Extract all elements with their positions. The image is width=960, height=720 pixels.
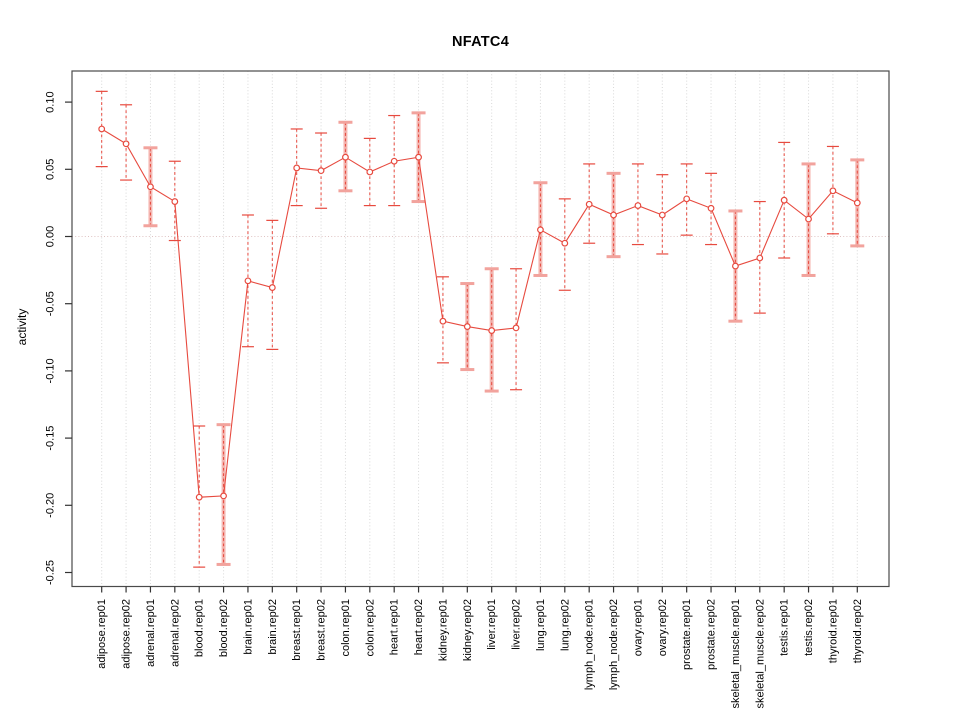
y-tick-label: -0.10 bbox=[45, 358, 57, 383]
data-point bbox=[366, 168, 374, 176]
data-point bbox=[634, 202, 642, 209]
data-point bbox=[293, 164, 301, 172]
x-tick-label: breast.rep02 bbox=[316, 599, 328, 661]
data-point bbox=[610, 211, 617, 219]
data-point bbox=[707, 204, 715, 212]
y-tick-label: 0.05 bbox=[45, 159, 57, 180]
data-point bbox=[780, 196, 788, 204]
y-tick-label: -0.25 bbox=[45, 560, 57, 585]
x-tick-label: lymph_node.rep02 bbox=[608, 599, 620, 690]
data-point bbox=[732, 262, 739, 270]
x-tick-label: blood.rep01 bbox=[194, 599, 206, 657]
y-tick-label: -0.05 bbox=[45, 291, 57, 316]
data-point bbox=[244, 277, 252, 285]
x-tick-label: adipose.rep02 bbox=[121, 599, 133, 669]
x-tick-label: brain.rep02 bbox=[267, 599, 279, 655]
x-tick-label: heart.rep01 bbox=[389, 599, 401, 655]
x-tick-label: skeletal_muscle.rep02 bbox=[754, 599, 766, 708]
x-tick-label: prostate.rep02 bbox=[706, 599, 718, 670]
x-tick-label: testis.rep01 bbox=[779, 599, 791, 656]
x-tick-label: liver.rep02 bbox=[511, 599, 523, 650]
x-tick-label: lung.rep01 bbox=[535, 599, 547, 651]
data-point bbox=[488, 327, 496, 334]
chart-title: NFATC4 bbox=[451, 34, 510, 50]
x-tick-label: kidney.rep01 bbox=[437, 599, 449, 661]
data-point bbox=[342, 153, 349, 161]
x-tick-label: liver.rep01 bbox=[486, 599, 498, 650]
data-point bbox=[268, 284, 276, 291]
data-point bbox=[585, 200, 593, 208]
x-tick-label: blood.rep02 bbox=[218, 599, 230, 657]
x-tick-label: adipose.rep01 bbox=[96, 599, 108, 669]
data-point bbox=[463, 323, 471, 330]
x-tick-label: ovary.rep02 bbox=[657, 599, 669, 656]
x-tick-label: skeletal_muscle.rep01 bbox=[730, 599, 742, 708]
x-tick-label: lung.rep02 bbox=[559, 599, 571, 651]
x-tick-label: heart.rep02 bbox=[413, 599, 425, 655]
x-tick-label: ovary.rep01 bbox=[632, 599, 644, 656]
x-tick-label: breast.rep01 bbox=[291, 599, 303, 661]
x-tick-label: adrenal.rep02 bbox=[169, 599, 181, 667]
data-point bbox=[683, 195, 691, 203]
data-point bbox=[390, 157, 398, 165]
data-point bbox=[317, 167, 325, 175]
y-tick-label: 0.00 bbox=[45, 226, 57, 247]
data-point bbox=[122, 140, 130, 148]
data-point bbox=[756, 254, 764, 262]
x-tick-label: colon.rep01 bbox=[340, 599, 352, 657]
data-point bbox=[147, 183, 154, 191]
x-tick-label: lymph_node.rep01 bbox=[584, 599, 596, 690]
x-tick-label: adrenal.rep01 bbox=[145, 599, 157, 667]
data-point bbox=[171, 198, 179, 205]
x-tick-label: testis.rep02 bbox=[803, 599, 815, 656]
data-point bbox=[98, 125, 106, 133]
plot-box bbox=[71, 70, 890, 588]
data-point bbox=[220, 492, 227, 500]
y-tick-label: -0.15 bbox=[45, 426, 57, 451]
data-point bbox=[537, 226, 544, 234]
data-point bbox=[561, 239, 569, 247]
data-point bbox=[415, 153, 422, 161]
data-point bbox=[658, 211, 666, 219]
y-tick-label: -0.20 bbox=[45, 493, 57, 518]
data-point bbox=[512, 324, 520, 332]
data-point bbox=[853, 199, 861, 207]
data-point bbox=[195, 493, 203, 501]
data-point bbox=[829, 187, 837, 195]
x-tick-label: thyroid.rep01 bbox=[827, 599, 839, 663]
data-point bbox=[439, 317, 447, 325]
data-point bbox=[805, 215, 812, 223]
x-tick-label: colon.rep02 bbox=[364, 599, 376, 657]
x-tick-label: kidney.rep02 bbox=[462, 599, 474, 661]
x-tick-label: thyroid.rep02 bbox=[852, 599, 864, 663]
x-tick-label: brain.rep01 bbox=[242, 599, 254, 655]
x-tick-label: prostate.rep01 bbox=[681, 599, 693, 670]
y-tick-label: 0.10 bbox=[45, 91, 57, 112]
series-line bbox=[101, 128, 858, 498]
